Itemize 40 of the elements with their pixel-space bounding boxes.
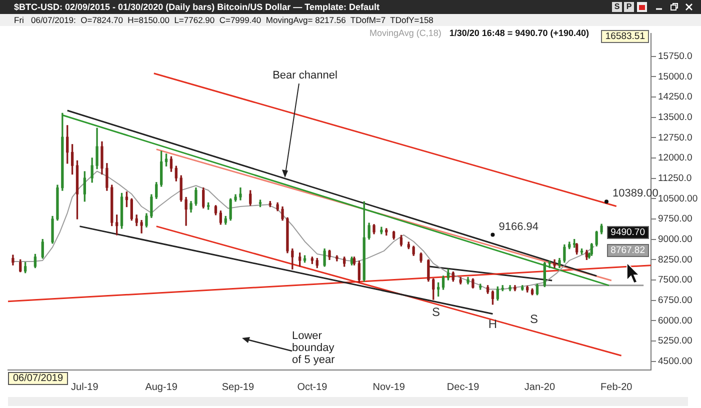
chart-title: $BTC-USD: 02/09/2015 - 01/30/2020 (Daily bars) Bitcoin/US Dollar — Template: Default <box>14 2 380 12</box>
annotation: 16583.51 <box>601 30 649 43</box>
y-tick-label: 7500.00 <box>658 274 692 286</box>
y-tick-label: 6750.00 <box>658 294 692 306</box>
annotation: Lower bounday of 5 year <box>292 330 336 366</box>
annotation: 9166.94 <box>498 220 538 233</box>
y-tick-label: 9750.00 <box>658 214 692 225</box>
y-tick-label: 11250.0 <box>658 172 692 184</box>
y-tick-label: 10500.00 <box>658 193 698 204</box>
text: 06/07/2019 <box>8 372 68 385</box>
text: MovingAvg (C,18) <box>370 28 442 38</box>
x-tick-label: Dec-19 <box>446 382 480 393</box>
x-tick-label: Jan-20 <box>524 382 556 393</box>
annotation: 1/30/20 16:48 = 9490.70 (+190.40) <box>449 28 589 38</box>
y-tick-label: 12750.0 <box>658 132 692 144</box>
annotation: Bear channel <box>272 70 338 82</box>
y-tick-label: 9000.00 <box>658 234 692 245</box>
x-tick-label: Sep-19 <box>222 382 255 393</box>
text: S <box>612 2 622 12</box>
y-tick-label: 6000.00 <box>658 315 692 326</box>
x-tick-label: Aug-19 <box>145 382 178 393</box>
y-tick-label: 4500.00 <box>658 356 692 367</box>
annotation: 9490.70 <box>606 226 649 239</box>
y-tick-label: 15000.0 <box>658 71 692 82</box>
text: P <box>624 2 634 12</box>
y-tick-label: 13500.0 <box>658 112 692 123</box>
x-tick-label: Nov-19 <box>372 382 406 393</box>
x-tick-label: Oct-19 <box>297 382 328 393</box>
annotation: S <box>530 312 538 326</box>
chart-subtitle: Fri 06/07/2019: O=7824.70 H=8150.00 L=7762.90 C=7999.40 MovingAvg= 8217.56 TDofM=7 TDofY=158 <box>14 15 434 25</box>
y-tick-label: 12000.0 <box>658 152 692 164</box>
y-tick-label: 5250.00 <box>658 336 692 347</box>
annotation: S <box>432 305 440 319</box>
y-tick-label: 14250.0 <box>658 92 692 103</box>
x-tick-label: Jul-19 <box>71 382 99 393</box>
y-tick-label: 15750.0 <box>658 50 692 62</box>
annotation: 8767.82 <box>606 244 649 257</box>
y-tick-label: 8250.00 <box>658 254 692 266</box>
x-tick-label: Feb-20 <box>600 382 633 393</box>
annotation: H <box>488 317 498 332</box>
